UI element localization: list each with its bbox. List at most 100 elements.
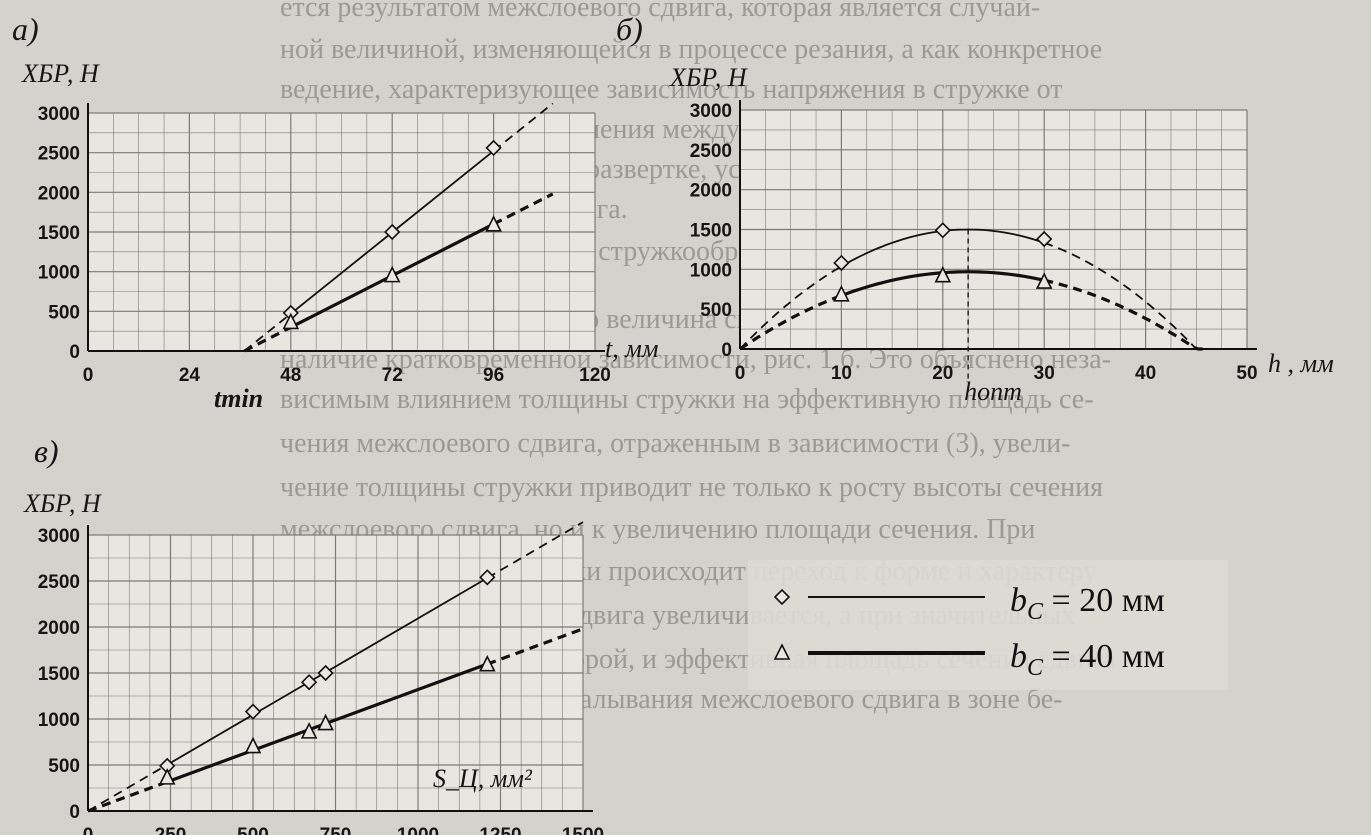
y-tick-label: 3000 <box>38 104 80 125</box>
series-line-dashed <box>739 265 842 350</box>
x-tick-label: 1000 <box>397 825 439 835</box>
x-tick-label: 0 <box>83 365 94 386</box>
legend-background <box>748 560 1228 690</box>
triangle-marker <box>282 312 300 330</box>
legend-item: bC = 20 мм <box>773 582 1165 625</box>
y-tick-label: 1000 <box>38 263 80 284</box>
panel-b: 0 500 1000 1500 2000 2500 3000 0 10 20 30 40 50 б) XБР… <box>616 11 1334 406</box>
triangle-marker <box>934 265 952 283</box>
y-tick-label: 3000 <box>690 101 732 122</box>
y-axis-label: XБР, Н <box>669 63 748 92</box>
x-tick-label: 50 <box>1236 363 1257 384</box>
y-tick-label: 0 <box>69 342 80 363</box>
background-text-line: чения межслоевого сдвига, отраженным в з… <box>280 428 1071 459</box>
series-line-dashed <box>243 325 292 353</box>
y-tick-label: 1500 <box>38 664 80 685</box>
series-line-dashed <box>87 764 168 812</box>
legend-item: bC = 40 мм <box>773 638 1165 681</box>
triangle-marker <box>485 215 502 232</box>
legend-label-sub: C <box>1027 655 1044 681</box>
panel-c: 0 500 1000 1500 2000 2500 3000 0 250 500 750 1000 12… <box>23 433 604 835</box>
x-extra-label: tmin <box>214 384 263 413</box>
x-tick-label: 750 <box>320 825 352 835</box>
diamond-marker <box>384 223 401 241</box>
series-line-dashed <box>1043 241 1222 350</box>
diamond-marker <box>773 588 791 606</box>
triangle-marker <box>1035 272 1053 289</box>
legend-label-sub: C <box>1027 599 1044 625</box>
panel-label-b: б) <box>616 11 643 47</box>
triangle-marker <box>479 654 496 672</box>
y-tick-label: 2500 <box>690 141 732 162</box>
x-tick-label: 40 <box>1135 363 1156 384</box>
background-text-line: ной величиной, изменяющейся в процессе р… <box>280 34 1103 65</box>
y-tick-label: 1000 <box>690 260 732 281</box>
diamond-marker <box>244 703 262 720</box>
diamond-marker <box>300 674 318 691</box>
x-tick-label: 20 <box>932 363 953 384</box>
diamond-marker <box>317 664 334 682</box>
y-tick-label: 0 <box>69 802 80 823</box>
series-line-dashed <box>493 102 554 152</box>
y-tick-label: 1000 <box>38 710 80 731</box>
y-axis-label: XБР, Н <box>23 489 102 518</box>
x-axis-label: S_Ц, мм² <box>433 764 533 793</box>
x-tick-label: 120 <box>579 365 611 386</box>
x-tick-label: 30 <box>1034 363 1055 384</box>
panel-label-c: в) <box>34 433 59 469</box>
x-tick-label: 0 <box>83 825 94 835</box>
x-extra-label: hопт <box>964 377 1022 406</box>
y-tick-label: 2500 <box>38 144 80 165</box>
diamond-marker <box>1036 230 1053 248</box>
x-tick-label: 1500 <box>562 825 604 835</box>
x-tick-label: 24 <box>179 365 201 386</box>
triangle-marker <box>317 713 334 731</box>
x-tick-label: 0 <box>735 363 746 384</box>
x-tick-label: 250 <box>155 825 187 835</box>
y-tick-label: 500 <box>700 300 732 321</box>
x-tick-label: 96 <box>483 365 504 386</box>
x-tick-label: 10 <box>831 363 852 384</box>
panel-a: 0 500 1000 1500 2000 2500 3000 0 24 48 72 96 120 а) XБ… <box>12 11 658 413</box>
series-line-dashed <box>486 627 584 666</box>
background-text-line: ется результатом межслоевого сдвига, кот… <box>280 0 1041 23</box>
series-line-dashed <box>486 521 584 579</box>
diamond-marker <box>485 139 502 157</box>
y-tick-label: 2500 <box>38 572 80 593</box>
background-text-line: висимым влиянием толщины стружки на эффе… <box>280 384 1094 415</box>
legend-label-value: = 20 мм <box>1043 582 1165 619</box>
legend-label-b: b <box>1010 582 1027 619</box>
y-tick-label: 2000 <box>38 183 80 204</box>
diamond-marker <box>934 222 951 239</box>
triangle-marker <box>158 768 176 785</box>
triangle-marker <box>833 285 850 302</box>
diamond-marker <box>833 254 850 272</box>
y-tick-label: 1500 <box>38 223 80 244</box>
y-tick-label: 3000 <box>38 526 80 547</box>
x-axis-label: t, мм <box>605 334 658 363</box>
panel-label-a: а) <box>12 11 39 47</box>
x-axis-label: h , мм <box>1268 349 1334 378</box>
series-line-dashed <box>739 294 842 351</box>
legend-label: bC = 20 мм <box>1010 582 1165 625</box>
diamond-marker <box>479 569 496 586</box>
y-tick-label: 500 <box>48 756 80 777</box>
y-tick-label: 500 <box>48 302 80 323</box>
triangle-marker <box>383 265 401 283</box>
x-tick-label: 500 <box>237 825 269 835</box>
x-tick-label: 1250 <box>479 825 521 835</box>
y-tick-label: 0 <box>721 340 732 361</box>
triangle-marker <box>300 722 318 739</box>
series-line-dashed <box>243 313 292 352</box>
triangle-marker <box>773 643 791 660</box>
y-tick-label: 2000 <box>38 618 80 639</box>
y-tick-label: 1500 <box>690 221 732 242</box>
x-tick-label: 48 <box>280 365 301 386</box>
triangle-marker <box>244 736 262 754</box>
background-text-line: чение толщины стружки приводит не только… <box>280 472 1104 503</box>
y-tick-label: 2000 <box>690 181 732 202</box>
legend-label-b: b <box>1010 638 1027 675</box>
x-tick-label: 72 <box>382 365 403 386</box>
